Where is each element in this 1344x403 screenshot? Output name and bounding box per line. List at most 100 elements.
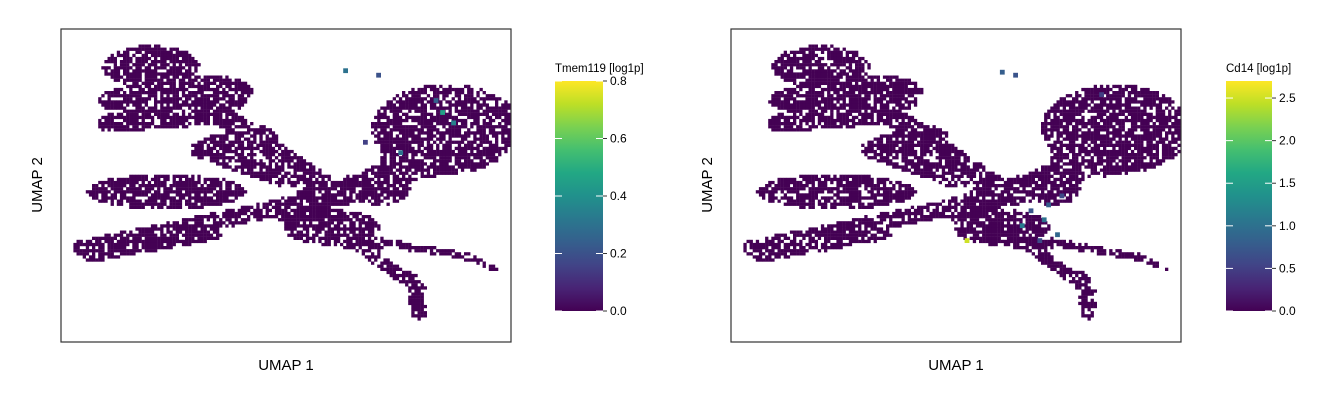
data-point <box>814 125 818 129</box>
data-point <box>814 44 818 48</box>
data-point <box>479 143 483 147</box>
data-point <box>830 100 834 104</box>
data-point <box>811 118 815 123</box>
data-point <box>1075 122 1079 126</box>
data-point <box>206 153 210 157</box>
data-point <box>1109 112 1113 116</box>
data-point <box>327 239 331 244</box>
data-point <box>222 109 226 113</box>
data-point <box>194 230 198 234</box>
data-point <box>110 184 114 188</box>
data-point <box>1127 97 1132 101</box>
data-point <box>408 174 412 178</box>
data-point <box>380 162 384 166</box>
data-point <box>433 149 437 154</box>
data-point <box>464 94 468 98</box>
data-point <box>1149 97 1153 101</box>
data-point <box>340 202 344 206</box>
data-point <box>429 128 434 132</box>
data-point <box>1096 109 1101 113</box>
data-point <box>876 87 880 92</box>
data-point <box>402 156 406 160</box>
data-point <box>1059 112 1063 116</box>
data-point <box>126 236 130 240</box>
data-point <box>411 156 415 160</box>
data-point <box>169 78 173 82</box>
data-point <box>408 140 412 144</box>
data-point <box>315 205 319 209</box>
data-point <box>129 91 133 95</box>
data-point <box>312 184 316 188</box>
data-point <box>842 84 846 89</box>
data-point <box>429 153 434 157</box>
data-point <box>209 196 214 200</box>
data-point <box>132 115 136 120</box>
data-point <box>206 106 210 110</box>
data-point <box>451 249 455 253</box>
data-point <box>389 193 393 197</box>
data-point <box>361 218 365 222</box>
highlight-point <box>376 72 381 78</box>
data-point <box>1140 125 1144 129</box>
data-point <box>296 208 300 213</box>
data-point <box>160 118 164 123</box>
data-point <box>262 153 266 157</box>
data-point <box>274 134 279 138</box>
data-point <box>504 106 508 110</box>
data-point <box>1081 118 1085 123</box>
data-point <box>910 100 915 104</box>
data-point <box>166 122 170 126</box>
data-point <box>147 196 152 200</box>
data-point <box>383 106 387 110</box>
data-point <box>367 199 372 203</box>
data-point <box>371 171 375 175</box>
data-point <box>305 205 310 209</box>
data-point <box>175 47 179 51</box>
data-point <box>1112 128 1116 132</box>
data-point <box>340 227 344 231</box>
data-point <box>181 122 186 126</box>
data-point <box>144 97 148 101</box>
data-point <box>343 187 347 191</box>
data-point <box>231 190 235 194</box>
data-point <box>1072 100 1076 104</box>
data-point <box>886 118 890 123</box>
data-point <box>336 199 341 203</box>
data-point <box>200 196 204 200</box>
data-point <box>436 137 440 141</box>
data-point <box>1118 125 1122 129</box>
data-point <box>1106 109 1110 113</box>
data-point <box>154 199 158 203</box>
data-point <box>209 81 214 85</box>
data-point <box>358 242 362 247</box>
data-point <box>1112 103 1116 107</box>
data-point <box>864 87 868 92</box>
data-point <box>216 97 220 101</box>
data-point <box>780 53 784 58</box>
data-point <box>1140 112 1144 116</box>
data-point <box>895 103 899 107</box>
data-point <box>206 137 210 141</box>
data-point <box>1090 97 1094 101</box>
data-point <box>185 236 189 240</box>
data-point <box>429 249 434 253</box>
data-point <box>389 261 393 265</box>
data-point <box>386 177 390 182</box>
data-point <box>299 190 303 194</box>
data-point <box>206 100 210 104</box>
data-point <box>138 205 142 209</box>
data-point <box>206 94 210 98</box>
data-point <box>191 236 195 240</box>
data-point <box>842 112 846 116</box>
data-point <box>324 205 328 209</box>
data-point <box>197 199 201 203</box>
data-point <box>395 122 400 126</box>
data-point <box>188 177 192 182</box>
data-point <box>150 50 155 54</box>
data-point <box>116 72 121 76</box>
data-point <box>135 78 139 82</box>
data-point <box>793 53 797 58</box>
data-point <box>1109 94 1113 98</box>
data-point <box>330 215 334 219</box>
data-point <box>1103 87 1107 92</box>
